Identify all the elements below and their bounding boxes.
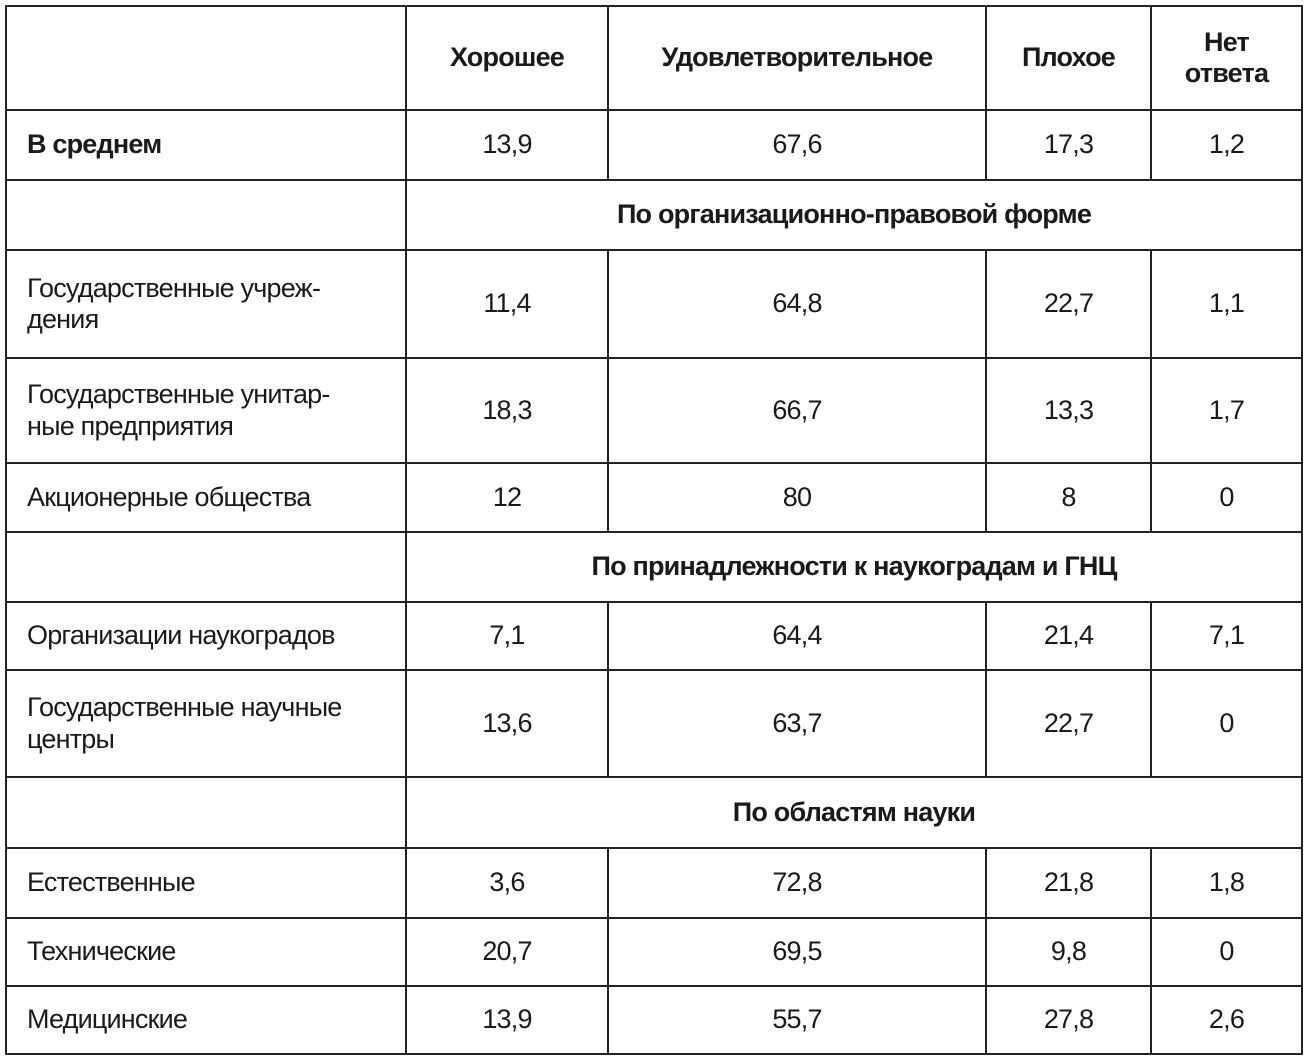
data-row: Государственные научные центры 13,6 63,7 22… bbox=[5, 669, 1303, 778]
value-cell: 0 bbox=[1150, 462, 1303, 533]
row-label: Государственные учреж- дения bbox=[5, 249, 407, 359]
value-cell: 13,9 bbox=[405, 985, 609, 1055]
value-cell: 21,8 bbox=[985, 847, 1152, 919]
section-title: По областям науки bbox=[405, 776, 1303, 849]
value-cell: 18,3 bbox=[405, 357, 609, 464]
section-row: По областям науки bbox=[5, 776, 1303, 849]
header-row: Хорошее Удовлетворительное Плохое Нет ответ… bbox=[5, 5, 1303, 111]
value-cell: 17,3 bbox=[985, 109, 1152, 181]
row-label: Акционерные общества bbox=[5, 462, 407, 533]
data-row: Медицинские 13,9 55,7 27,8 2,6 bbox=[5, 985, 1303, 1055]
value-cell: 67,6 bbox=[607, 109, 987, 181]
value-cell: 0 bbox=[1150, 669, 1303, 778]
value-cell: 20,7 bbox=[405, 917, 609, 987]
value-cell: 13,3 bbox=[985, 357, 1152, 464]
section-row: По организационно-правовой форме bbox=[5, 179, 1303, 251]
value-cell: 22,7 bbox=[985, 249, 1152, 359]
value-cell: 1,8 bbox=[1150, 847, 1303, 919]
value-cell: 66,7 bbox=[607, 357, 987, 464]
value-cell: 11,4 bbox=[405, 249, 609, 359]
data-row: Государственные учреж- дения 11,4 64,8 22,7… bbox=[5, 249, 1303, 359]
data-row: Акционерные общества 12 80 8 0 bbox=[5, 462, 1303, 533]
value-cell: 13,6 bbox=[405, 669, 609, 778]
value-cell: 27,8 bbox=[985, 985, 1152, 1055]
empty-cell bbox=[5, 531, 407, 603]
empty-cell bbox=[5, 776, 407, 849]
data-row: Технические 20,7 69,5 9,8 0 bbox=[5, 917, 1303, 987]
value-cell: 22,7 bbox=[985, 669, 1152, 778]
row-label: В среднем bbox=[5, 109, 407, 181]
column-header: Плохое bbox=[985, 5, 1152, 111]
value-cell: 63,7 bbox=[607, 669, 987, 778]
data-row: Естественные 3,6 72,8 21,8 1,8 bbox=[5, 847, 1303, 919]
value-cell: 8 bbox=[985, 462, 1152, 533]
value-cell: 64,8 bbox=[607, 249, 987, 359]
value-cell: 9,8 bbox=[985, 917, 1152, 987]
row-label: Технические bbox=[5, 917, 407, 987]
data-row: Государственные унитар- ные предприятия 1… bbox=[5, 357, 1303, 464]
value-cell: 7,1 bbox=[1150, 601, 1303, 671]
section-title: По принадлежности к наукоградам и ГНЦ bbox=[405, 531, 1303, 603]
value-cell: 3,6 bbox=[405, 847, 609, 919]
data-row: В среднем 13,9 67,6 17,3 1,2 bbox=[5, 109, 1303, 181]
value-cell: 1,2 bbox=[1150, 109, 1303, 181]
row-label: Медицинские bbox=[5, 985, 407, 1055]
data-row: Организации наукоградов 7,1 64,4 21,4 7,1 bbox=[5, 601, 1303, 671]
row-label: Организации наукоградов bbox=[5, 601, 407, 671]
value-cell: 69,5 bbox=[607, 917, 987, 987]
value-cell: 55,7 bbox=[607, 985, 987, 1055]
row-label: Естественные bbox=[5, 847, 407, 919]
value-cell: 13,9 bbox=[405, 109, 609, 181]
value-cell: 80 bbox=[607, 462, 987, 533]
value-cell: 21,4 bbox=[985, 601, 1152, 671]
row-label: Государственные научные центры bbox=[5, 669, 407, 778]
value-cell: 12 bbox=[405, 462, 609, 533]
data-table: Хорошее Удовлетворительное Плохое Нет ответ… bbox=[5, 5, 1303, 1055]
value-cell: 1,7 bbox=[1150, 357, 1303, 464]
corner-cell bbox=[5, 5, 407, 111]
row-label: Государственные унитар- ные предприятия bbox=[5, 357, 407, 464]
value-cell: 72,8 bbox=[607, 847, 987, 919]
section-row: По принадлежности к наукоградам и ГНЦ bbox=[5, 531, 1303, 603]
column-header: Нет ответа bbox=[1150, 5, 1303, 111]
column-header: Удовлетворительное bbox=[607, 5, 987, 111]
empty-cell bbox=[5, 179, 407, 251]
value-cell: 0 bbox=[1150, 917, 1303, 987]
value-cell: 64,4 bbox=[607, 601, 987, 671]
value-cell: 2,6 bbox=[1150, 985, 1303, 1055]
value-cell: 1,1 bbox=[1150, 249, 1303, 359]
section-title: По организационно-правовой форме bbox=[405, 179, 1303, 251]
column-header: Хорошее bbox=[405, 5, 609, 111]
value-cell: 7,1 bbox=[405, 601, 609, 671]
